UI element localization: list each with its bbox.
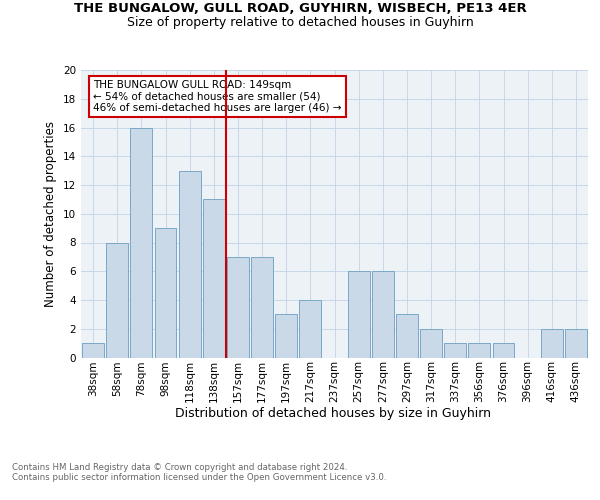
Bar: [203, 200, 224, 358]
Text: Size of property relative to detached houses in Guyhirn: Size of property relative to detached ho…: [127, 16, 473, 29]
Bar: [469, 343, 490, 357]
Bar: [565, 329, 587, 358]
Text: THE BUNGALOW, GULL ROAD, GUYHIRN, WISBECH, PE13 4ER: THE BUNGALOW, GULL ROAD, GUYHIRN, WISBEC…: [74, 2, 526, 16]
Bar: [82, 343, 104, 357]
Bar: [299, 300, 321, 358]
Bar: [396, 314, 418, 358]
Y-axis label: Number of detached properties: Number of detached properties: [44, 120, 58, 306]
Bar: [179, 170, 200, 358]
Bar: [348, 271, 370, 358]
Text: Distribution of detached houses by size in Guyhirn: Distribution of detached houses by size …: [175, 408, 491, 420]
Bar: [130, 128, 152, 358]
Bar: [275, 314, 297, 358]
Text: Contains HM Land Registry data © Crown copyright and database right 2024.
Contai: Contains HM Land Registry data © Crown c…: [12, 462, 386, 482]
Bar: [541, 329, 563, 358]
Bar: [155, 228, 176, 358]
Bar: [420, 329, 442, 358]
Text: THE BUNGALOW GULL ROAD: 149sqm
← 54% of detached houses are smaller (54)
46% of : THE BUNGALOW GULL ROAD: 149sqm ← 54% of …: [94, 80, 342, 114]
Bar: [251, 257, 273, 358]
Bar: [445, 343, 466, 357]
Bar: [493, 343, 514, 357]
Bar: [372, 271, 394, 358]
Bar: [227, 257, 249, 358]
Bar: [106, 242, 128, 358]
